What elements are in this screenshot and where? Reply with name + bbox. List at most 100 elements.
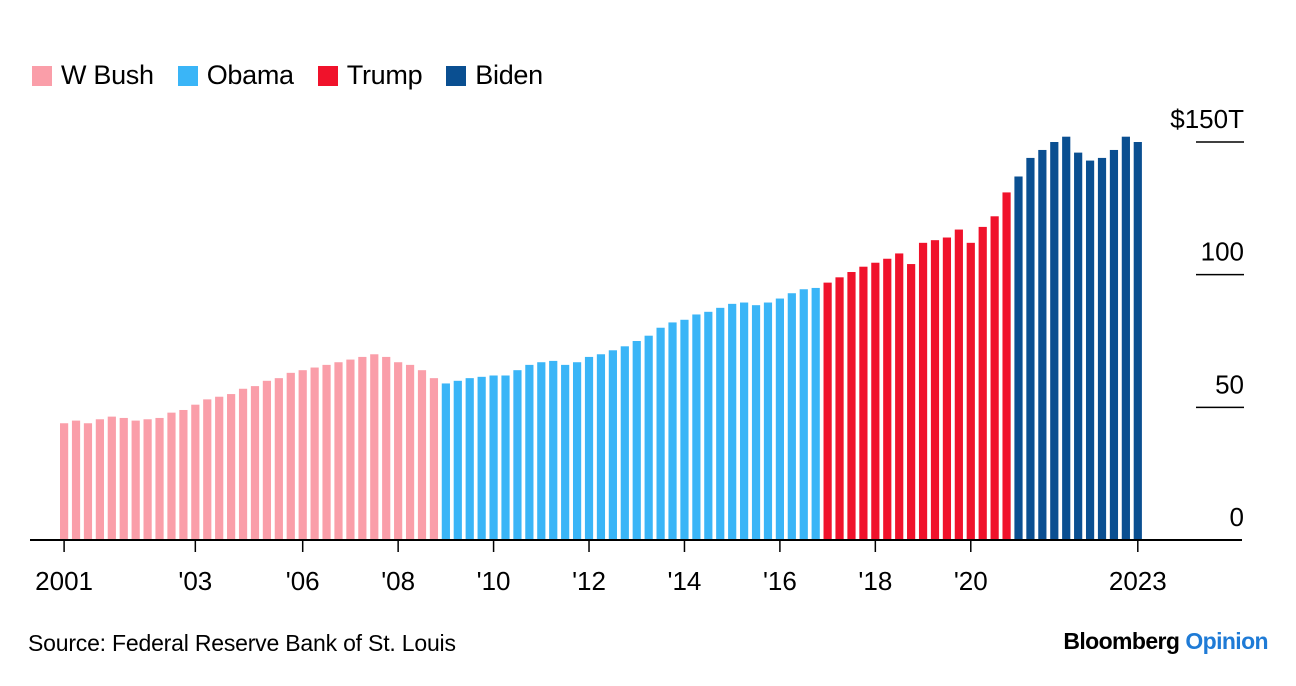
bar-w-bush-13 xyxy=(215,396,224,540)
bar-w-bush-22 xyxy=(322,364,331,540)
bar-biden-6 xyxy=(1085,160,1095,540)
y-axis: 0 50 100 $150T xyxy=(1170,104,1244,532)
bar-trump-10 xyxy=(942,237,952,540)
bar-obama-10 xyxy=(561,364,570,540)
bar-trump-12 xyxy=(966,242,975,540)
bar-obama-3 xyxy=(477,376,486,540)
bar-obama-21 xyxy=(692,314,701,540)
bar-obama-17 xyxy=(644,335,653,540)
bar-biden-1 xyxy=(1026,157,1035,541)
legend-swatch-obama xyxy=(177,65,198,86)
bar-w-bush-7 xyxy=(143,419,152,540)
bar-obama-4 xyxy=(489,375,498,540)
bar-obama-8 xyxy=(537,362,546,540)
bar-trump-8 xyxy=(918,242,928,540)
legend-label-biden: Biden xyxy=(475,60,543,90)
bar-biden-7 xyxy=(1097,157,1107,541)
y-tick-label-0: 0 xyxy=(1230,502,1244,532)
chart-legend: W Bush Obama Trump Biden xyxy=(32,60,567,91)
legend-label-trump: Trump xyxy=(346,60,423,90)
bar-w-bush-30 xyxy=(417,370,427,540)
bar-trump-1 xyxy=(835,277,844,540)
x-tick-label-36: '10 xyxy=(477,566,511,596)
bar-biden-8 xyxy=(1109,149,1119,540)
bar-obama-23 xyxy=(716,307,725,540)
bar-w-bush-31 xyxy=(429,378,439,540)
bar-biden-4 xyxy=(1062,136,1071,540)
bar-trump-3 xyxy=(859,266,868,540)
bar-biden-0 xyxy=(1014,176,1023,540)
bar-obama-11 xyxy=(572,362,582,540)
legend-label-w-bush: W Bush xyxy=(61,60,154,90)
bar-w-bush-25 xyxy=(358,356,367,540)
bar-w-bush-4 xyxy=(107,416,116,540)
bar-trump-5 xyxy=(883,258,892,540)
bar-chart: 0 50 100 $150T 2001 '03 '06 '08 '10 '12 '14 '16 '18… xyxy=(30,104,1244,596)
x-tick-label-11: '03 xyxy=(178,566,212,596)
bar-obama-13 xyxy=(596,354,606,540)
bar-obama-16 xyxy=(632,341,641,540)
source-note: Source: Federal Reserve Bank of St. Loui… xyxy=(28,630,456,656)
x-tick-label-28: '08 xyxy=(381,566,415,596)
bar-w-bush-12 xyxy=(203,399,212,540)
legend-swatch-w-bush xyxy=(32,65,52,86)
bar-trump-0 xyxy=(823,282,832,540)
bar-trump-13 xyxy=(978,226,987,540)
bar-w-bush-17 xyxy=(262,380,272,540)
bar-group xyxy=(60,136,1142,541)
bar-obama-9 xyxy=(549,360,558,540)
bar-obama-27 xyxy=(763,302,773,540)
x-tick-label-60: '16 xyxy=(763,566,797,596)
bar-trump-2 xyxy=(847,272,856,540)
y-tick-label-150: $150T xyxy=(1170,104,1244,134)
legend-item-biden: Biden xyxy=(446,60,543,91)
bar-trump-15 xyxy=(1002,192,1011,540)
bar-trump-9 xyxy=(930,240,940,540)
bar-trump-7 xyxy=(907,264,916,540)
bar-w-bush-15 xyxy=(238,388,248,540)
brand-main: Bloomberg xyxy=(1063,628,1180,654)
legend-item-w-bush: W Bush xyxy=(32,60,154,91)
bar-biden-2 xyxy=(1038,149,1047,540)
bar-w-bush-8 xyxy=(155,417,164,540)
bar-w-bush-23 xyxy=(334,362,343,540)
bar-trump-11 xyxy=(954,229,963,540)
x-tick-label-90: 2023 xyxy=(1109,566,1167,596)
bar-biden-5 xyxy=(1074,152,1083,540)
bar-obama-15 xyxy=(620,346,629,540)
bar-obama-5 xyxy=(501,375,510,540)
bar-obama-0 xyxy=(441,383,450,540)
bar-w-bush-24 xyxy=(346,359,355,540)
legend-item-trump: Trump xyxy=(317,60,423,91)
bar-w-bush-6 xyxy=(131,420,140,540)
x-tick-label-44: '12 xyxy=(572,566,606,596)
bar-biden-9 xyxy=(1121,136,1130,540)
bar-biden-3 xyxy=(1050,142,1059,540)
legend-item-obama: Obama xyxy=(177,60,294,91)
x-tick-label-0: 2001 xyxy=(35,566,93,596)
bar-w-bush-19 xyxy=(286,372,295,540)
x-tick-label-76: '20 xyxy=(954,566,988,596)
bar-obama-6 xyxy=(513,370,522,540)
bar-obama-29 xyxy=(787,293,796,540)
bar-w-bush-18 xyxy=(274,378,283,540)
bar-obama-20 xyxy=(680,319,689,540)
x-tick-label-20: '06 xyxy=(286,566,320,596)
brand-logo: Bloomberg Opinion xyxy=(1063,628,1268,655)
bar-obama-31 xyxy=(811,287,820,540)
bar-obama-1 xyxy=(453,380,462,540)
bar-obama-18 xyxy=(656,327,665,540)
bar-obama-28 xyxy=(775,298,784,540)
bar-w-bush-3 xyxy=(95,419,104,540)
bar-obama-14 xyxy=(608,350,617,540)
bar-obama-25 xyxy=(740,302,749,540)
bar-w-bush-0 xyxy=(60,423,69,540)
bar-w-bush-5 xyxy=(119,417,128,540)
legend-swatch-biden xyxy=(446,65,467,86)
bar-trump-6 xyxy=(895,253,904,540)
bar-w-bush-16 xyxy=(250,386,260,540)
bar-w-bush-10 xyxy=(179,409,188,540)
bar-obama-2 xyxy=(465,378,474,540)
bar-obama-26 xyxy=(751,305,761,540)
x-tick-label-52: '14 xyxy=(668,566,702,596)
